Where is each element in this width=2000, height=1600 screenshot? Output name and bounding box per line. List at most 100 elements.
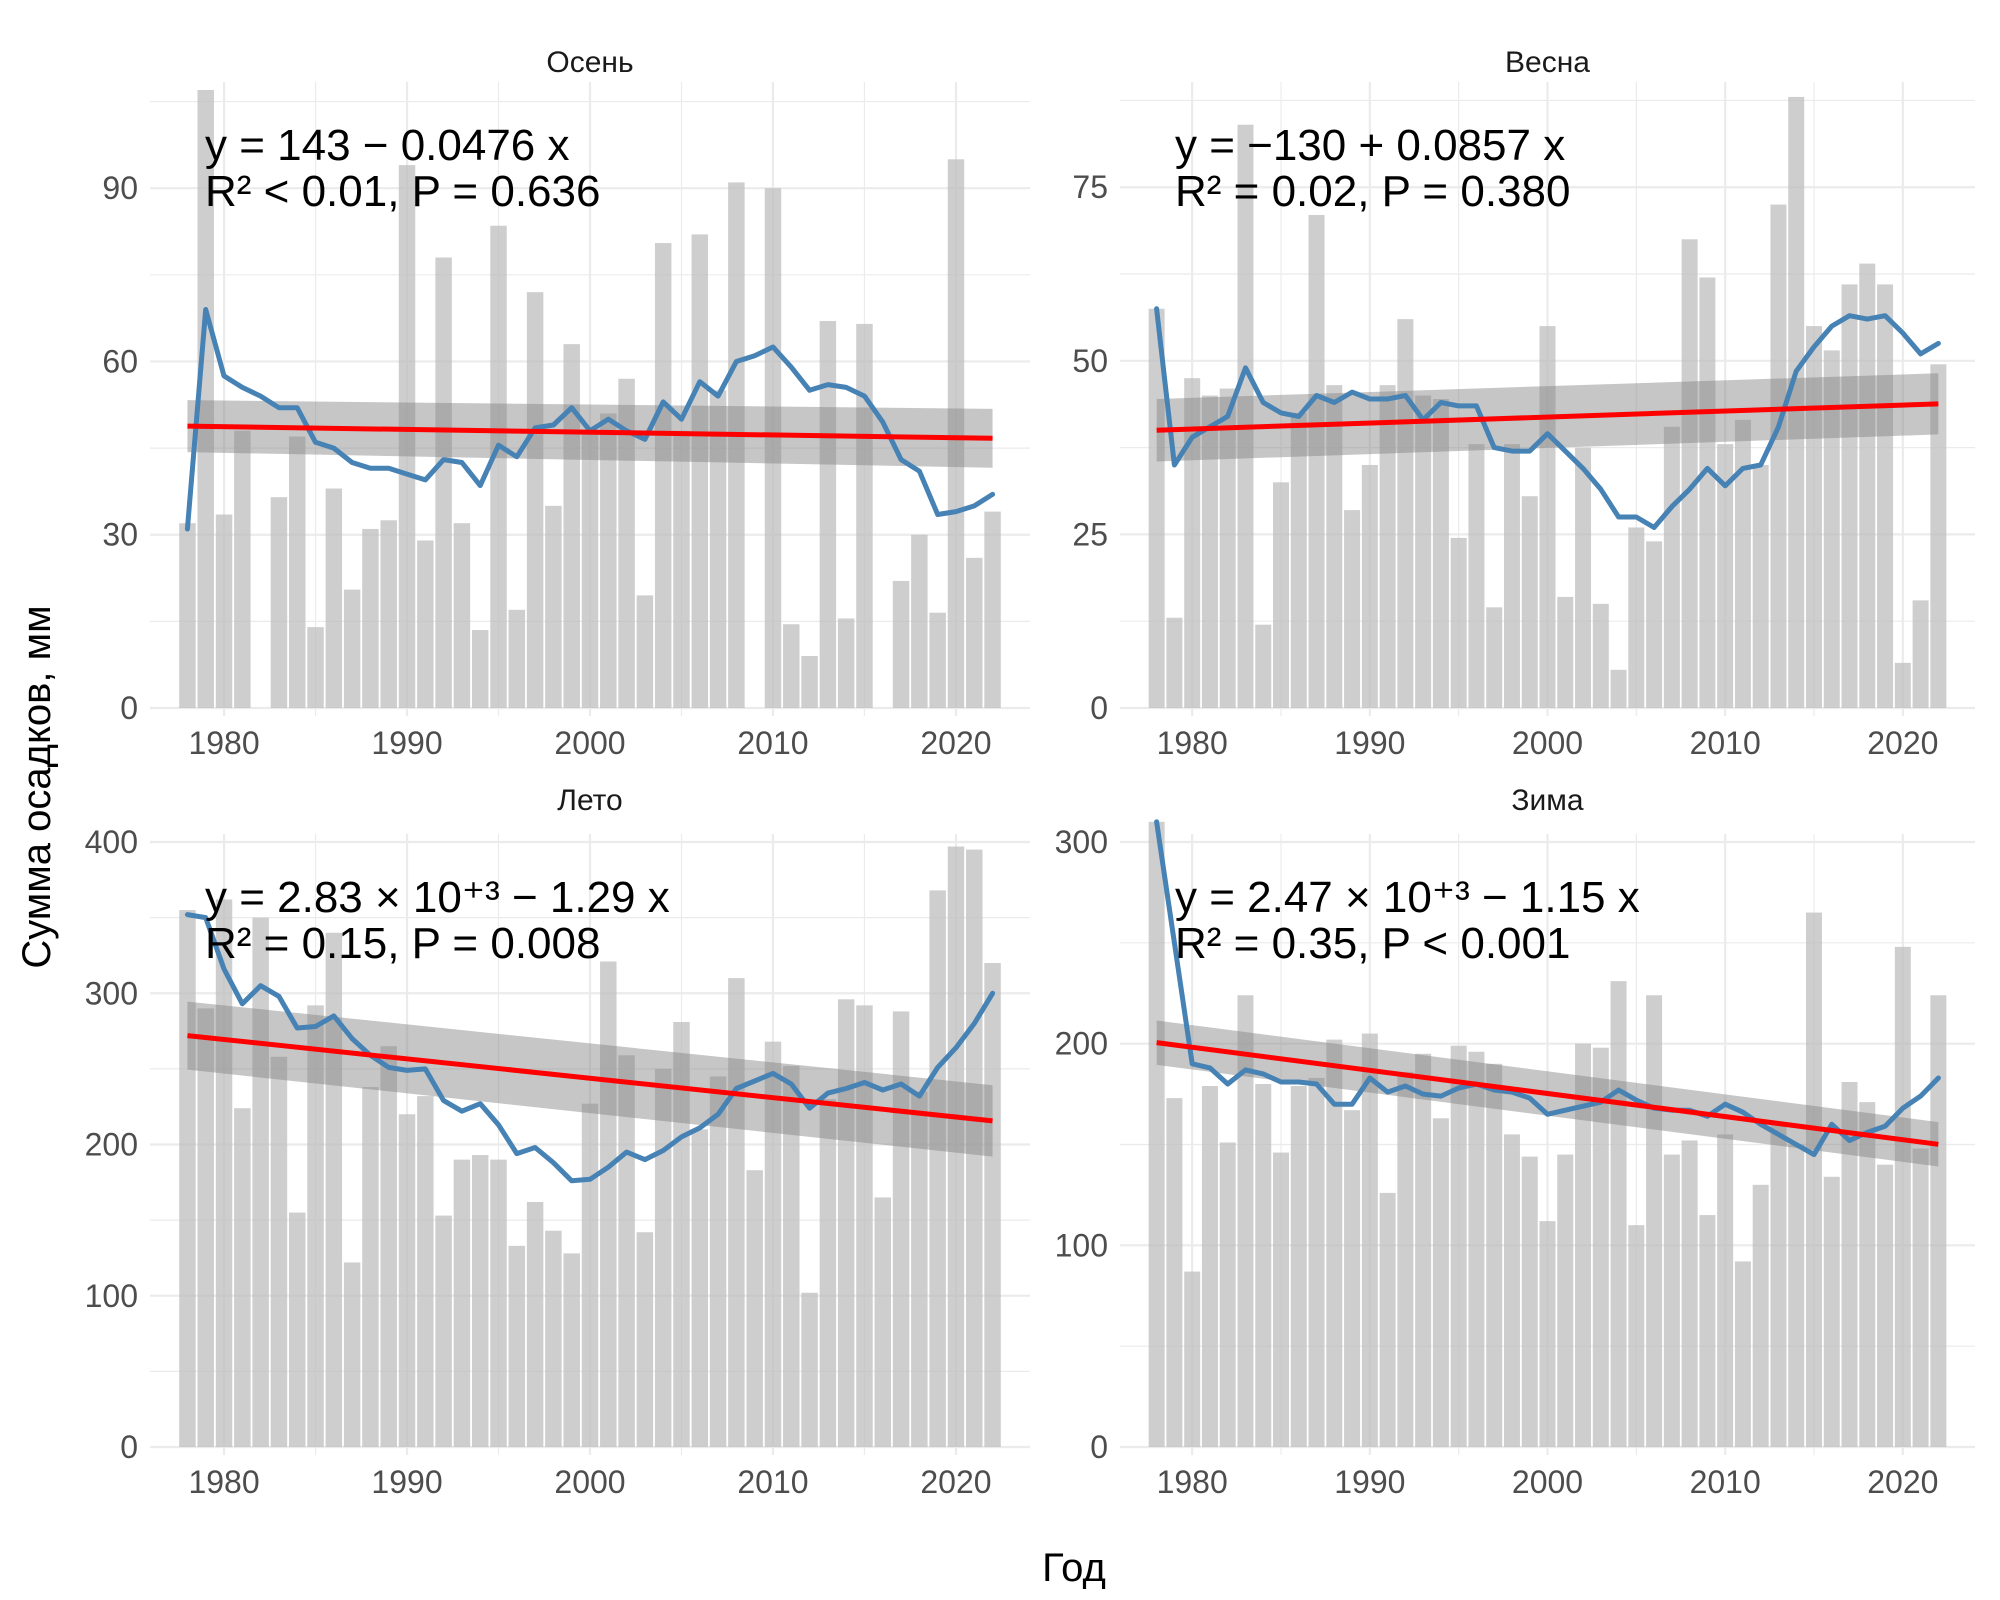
bar <box>1486 1063 1503 1447</box>
bar <box>1201 395 1218 708</box>
bar <box>1397 319 1414 708</box>
bar <box>1610 981 1627 1447</box>
bar <box>1752 1184 1769 1447</box>
x-axis-title: Год <box>1042 1546 1106 1590</box>
regression-stats: R² = 0.35, P < 0.001 <box>1175 919 1570 968</box>
x-tick-label: 1980 <box>1157 725 1228 761</box>
bar <box>1752 464 1769 708</box>
bar <box>1290 412 1307 708</box>
x-tick-label: 2020 <box>1867 725 1938 761</box>
bar <box>1770 204 1787 708</box>
bar <box>1219 1142 1236 1447</box>
x-tick-label: 2010 <box>737 725 808 761</box>
regression-equation: y = 2.83 × 10⁺³ − 1.29 x <box>205 873 670 922</box>
bar <box>362 528 379 708</box>
bar <box>1930 995 1947 1447</box>
panel-1: Осень 1980 1990 2000 2010 2020 0 30 60 90 y = 143 … <box>102 46 1030 761</box>
bar <box>1575 1043 1592 1447</box>
x-tick-label: 2000 <box>554 1464 625 1500</box>
bar <box>1450 537 1467 708</box>
trend-line <box>1156 1040 1939 1147</box>
x-tick-label: 1990 <box>1334 725 1405 761</box>
bar <box>1877 284 1894 708</box>
bar <box>1823 350 1840 708</box>
bar <box>471 1155 489 1447</box>
bar <box>526 292 544 708</box>
bar <box>1308 214 1325 708</box>
bar <box>289 1212 306 1447</box>
bar <box>911 534 928 708</box>
bar <box>1788 1144 1805 1447</box>
bar <box>1681 1140 1698 1447</box>
bar <box>654 1068 672 1447</box>
smoothed-line <box>184 912 996 1184</box>
bar <box>398 165 416 708</box>
x-tick-label: 2020 <box>920 1464 991 1500</box>
bars <box>179 846 1001 1447</box>
bar <box>1290 1086 1307 1447</box>
bar <box>1805 326 1822 708</box>
x-tick-label: 1990 <box>371 1464 442 1500</box>
bar <box>1361 464 1378 708</box>
bar <box>1273 482 1290 708</box>
bar <box>1308 1077 1325 1447</box>
bar <box>819 1099 837 1447</box>
bar <box>764 188 782 709</box>
y-tick-label: 90 <box>102 170 138 206</box>
y-tick-label: 300 <box>1055 824 1108 860</box>
bar <box>801 1292 818 1447</box>
bar <box>636 1232 654 1447</box>
trend-line <box>187 1033 993 1124</box>
bar <box>819 321 837 708</box>
x-tick-label: 1980 <box>188 1464 259 1500</box>
bar <box>801 656 818 708</box>
bars <box>179 90 1001 709</box>
bar <box>1699 1215 1716 1447</box>
bar <box>892 1011 910 1447</box>
regression-stats: R² = 0.15, P = 0.008 <box>205 919 600 968</box>
bar <box>783 624 800 708</box>
bar <box>837 618 855 708</box>
bar <box>215 514 233 708</box>
bar <box>874 1197 891 1447</box>
bar <box>1521 1156 1538 1447</box>
bar <box>453 523 471 708</box>
y-tick-label: 0 <box>1090 690 1108 726</box>
y-tick-label: 100 <box>85 1278 138 1314</box>
bar <box>856 1005 873 1447</box>
bar <box>581 1103 599 1447</box>
bar <box>362 1087 379 1447</box>
y-tick-label: 75 <box>1072 169 1108 205</box>
bar <box>1326 385 1343 708</box>
bar <box>966 849 983 1447</box>
bar <box>234 1108 251 1447</box>
bar <box>380 1046 397 1447</box>
bar <box>1912 600 1929 708</box>
bar <box>270 1056 288 1447</box>
bars <box>1148 96 1947 709</box>
bar <box>417 1096 434 1447</box>
bar <box>654 243 672 708</box>
bar <box>636 595 654 708</box>
bar <box>1432 399 1449 708</box>
bar <box>1273 1152 1290 1447</box>
bar <box>1681 239 1698 709</box>
bar <box>1450 1045 1467 1447</box>
bar <box>435 1215 452 1447</box>
tick-labels: 1980 1990 2000 2010 2020 0 100 200 300 400 <box>85 824 992 1500</box>
bar <box>1468 1051 1485 1447</box>
bar <box>1539 1221 1556 1447</box>
smoothed-line <box>1154 819 1941 1158</box>
bar <box>1184 378 1201 708</box>
bar <box>490 225 507 708</box>
y-tick-label: 300 <box>85 975 138 1011</box>
bar <box>1894 662 1911 708</box>
y-tick-label: 0 <box>1090 1429 1108 1465</box>
regression-equation: y = −130 + 0.0857 x <box>1175 121 1565 170</box>
trend-line <box>1156 401 1939 433</box>
bar <box>325 932 343 1447</box>
panel-4: Зима 1980 1990 2000 2010 2020 0 100 200 300 y = 2.… <box>1055 784 1975 1500</box>
bar <box>1237 124 1254 708</box>
bar <box>947 846 965 1447</box>
